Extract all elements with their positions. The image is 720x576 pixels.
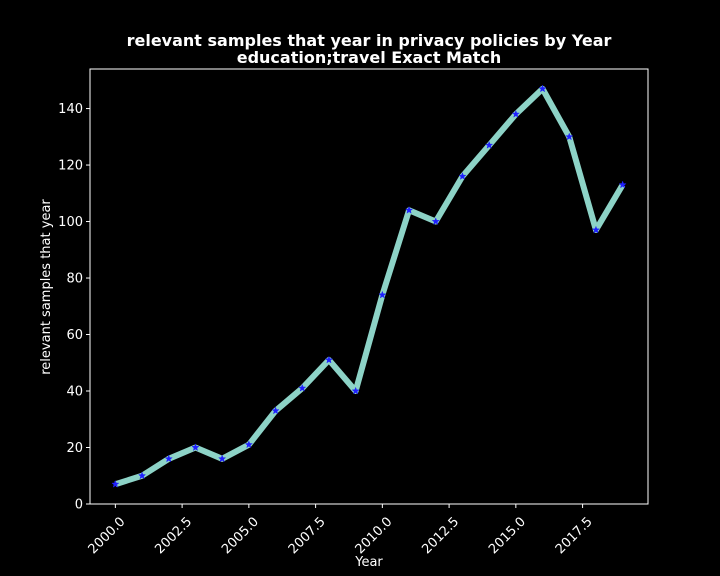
data-point <box>164 454 173 463</box>
data-point <box>191 443 200 452</box>
data-point <box>244 440 253 449</box>
data-point <box>351 386 360 395</box>
series-line <box>114 85 626 488</box>
plot-area <box>89 68 649 505</box>
data-point <box>404 205 414 214</box>
y-tick-label: 120 <box>58 159 83 174</box>
data-point <box>324 355 334 364</box>
chart-title: relevant samples that year in privacy po… <box>127 31 612 50</box>
data-point <box>565 132 574 141</box>
y-tick-label: 60 <box>66 328 83 343</box>
data-point <box>538 84 547 93</box>
x-axis-label: Year <box>354 555 383 570</box>
chart-subtitle: education;travel Exact Match <box>237 48 502 67</box>
y-tick-label: 80 <box>66 272 83 287</box>
y-tick-label: 0 <box>75 498 83 513</box>
y-tick-label: 140 <box>58 102 83 117</box>
series-layer <box>111 84 627 488</box>
data-point <box>485 140 494 149</box>
data-point <box>271 406 280 415</box>
data-point <box>458 172 467 180</box>
data-point <box>378 290 387 299</box>
data-point <box>511 109 520 118</box>
data-point <box>591 225 601 234</box>
y-axis-label: relevant samples that year <box>39 199 54 375</box>
data-point <box>431 217 440 226</box>
y-axis: 0 20 40 60 80 100 120 140 <box>58 102 90 513</box>
data-point <box>111 479 120 488</box>
data-point <box>137 471 147 480</box>
data-point <box>618 180 627 189</box>
y-tick-label: 40 <box>66 385 83 400</box>
data-point <box>298 383 307 392</box>
y-tick-label: 100 <box>58 215 83 230</box>
y-tick-label: 20 <box>66 441 83 456</box>
data-point <box>218 454 227 463</box>
